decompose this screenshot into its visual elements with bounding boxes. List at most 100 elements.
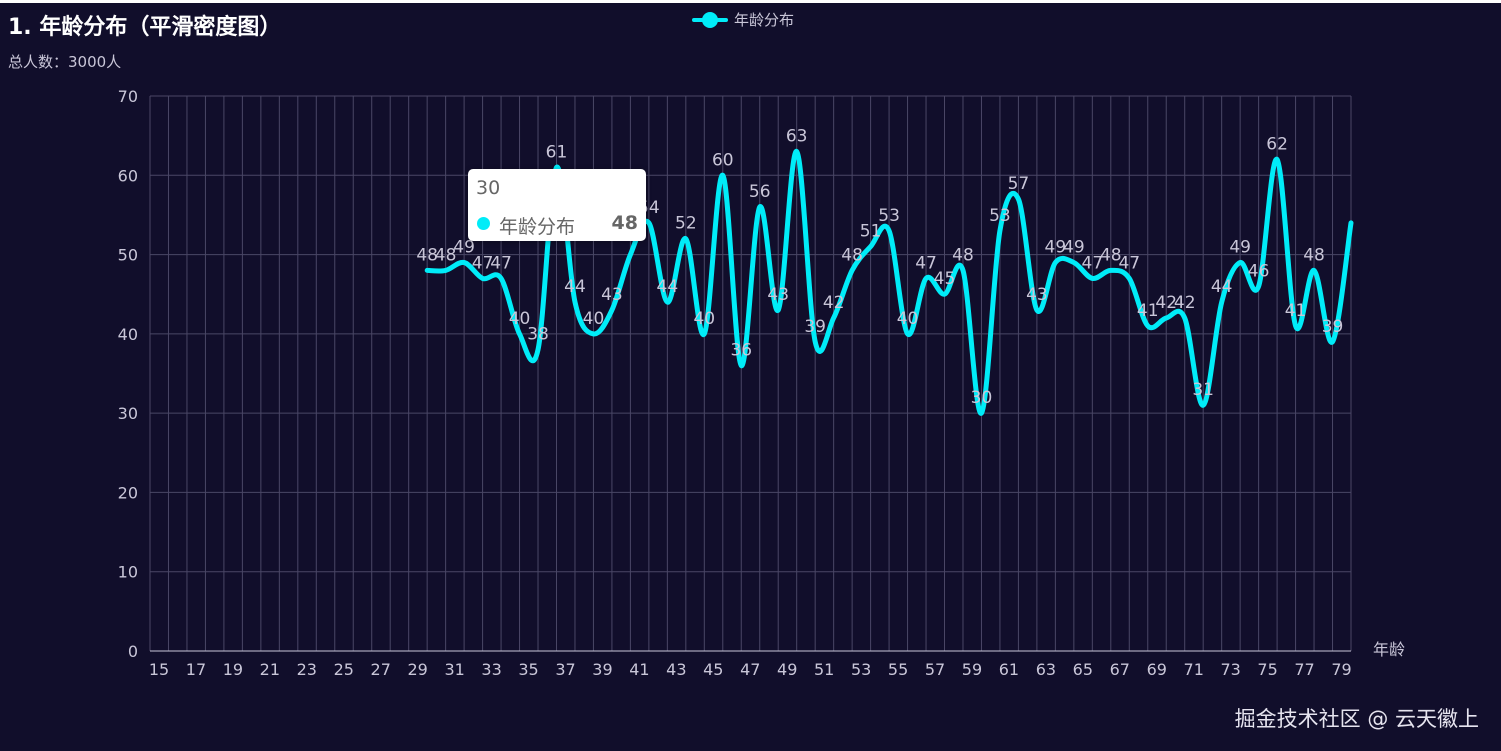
chart-subtitle: 总人数：3000人 — [8, 53, 122, 71]
data-label: 43 — [1026, 285, 1048, 305]
data-label: 31 — [1192, 380, 1214, 400]
data-label: 61 — [546, 142, 568, 162]
watermark: 掘金技术社区 @ 云天徽上 — [1234, 707, 1479, 731]
x-tick-label: 39 — [592, 660, 612, 679]
data-label: 53 — [989, 206, 1011, 226]
data-label: 40 — [897, 309, 919, 329]
tooltip-series-name: 年龄分布 — [499, 216, 576, 238]
x-tick-label: 71 — [1184, 660, 1204, 679]
x-axis-name: 年龄 — [1373, 640, 1405, 659]
data-label: 43 — [601, 285, 623, 305]
chart-container: 1. 年龄分布（平滑密度图） 总人数：3000人 年龄分布 0 10 20 30 40 5… — [0, 3, 1501, 751]
data-label: 52 — [675, 214, 697, 234]
y-tick-label: 70 — [118, 87, 138, 106]
data-label: 62 — [1266, 134, 1288, 154]
data-label: 44 — [1211, 277, 1233, 297]
x-tick-label: 63 — [1036, 660, 1056, 679]
data-label: 47 — [472, 253, 494, 273]
tooltip-value: 48 — [611, 212, 638, 234]
data-label: 47 — [915, 253, 937, 273]
data-label: 43 — [767, 285, 789, 305]
x-tick-label: 77 — [1294, 660, 1314, 679]
data-label: 42 — [1155, 293, 1177, 313]
data-label: 63 — [786, 127, 808, 147]
x-tick-label: 69 — [1147, 660, 1167, 679]
x-tick-label: 37 — [555, 660, 575, 679]
x-tick-label: 49 — [777, 660, 797, 679]
x-tick-label: 15 — [149, 660, 169, 679]
data-label: 40 — [583, 309, 605, 329]
data-label: 49 — [1045, 238, 1067, 258]
x-tick-label: 73 — [1220, 660, 1240, 679]
data-label: 38 — [527, 325, 549, 345]
data-label: 42 — [823, 293, 845, 313]
data-label: 47 — [1118, 253, 1140, 273]
series-line — [424, 148, 1354, 416]
x-tick-label: 61 — [999, 660, 1019, 679]
data-label: 49 — [453, 238, 475, 258]
x-tick-label: 25 — [334, 660, 354, 679]
data-label: 53 — [878, 206, 900, 226]
x-tick-label: 79 — [1331, 660, 1351, 679]
data-label: 46 — [1248, 261, 1270, 281]
data-label: 41 — [1137, 301, 1159, 321]
data-label: 39 — [1322, 317, 1344, 337]
x-tick-label: 41 — [629, 660, 649, 679]
x-tick-label: 29 — [407, 660, 427, 679]
data-label: 49 — [1229, 238, 1251, 258]
data-label: 48 — [1100, 245, 1122, 265]
data-label: 42 — [1174, 293, 1196, 313]
y-tick-label: 30 — [118, 404, 138, 423]
tooltip-series-dot-icon — [477, 217, 490, 230]
data-label: 47 — [490, 253, 512, 273]
x-tick-label: 31 — [444, 660, 464, 679]
x-tick-label: 53 — [851, 660, 871, 679]
y-tick-label: 20 — [118, 483, 138, 502]
data-label: 48 — [841, 245, 863, 265]
data-label: 41 — [1285, 301, 1307, 321]
x-tick-label: 23 — [297, 660, 317, 679]
data-label: 45 — [934, 269, 956, 289]
y-tick-label: 60 — [118, 166, 138, 185]
data-label: 48 — [1303, 245, 1325, 265]
data-label: 51 — [860, 222, 882, 242]
x-tick-label: 17 — [186, 660, 206, 679]
x-tick-label: 45 — [703, 660, 723, 679]
y-tick-label: 40 — [118, 325, 138, 344]
x-tick-label: 35 — [518, 660, 538, 679]
y-tick-label: 50 — [118, 246, 138, 265]
data-label: 44 — [657, 277, 679, 297]
data-label: 36 — [730, 341, 752, 361]
x-tick-label: 21 — [260, 660, 280, 679]
legend[interactable]: 年龄分布 — [692, 9, 794, 30]
legend-label: 年龄分布 — [734, 11, 795, 29]
data-label: 39 — [804, 317, 826, 337]
x-tick-label: 33 — [481, 660, 501, 679]
data-label: 49 — [1063, 238, 1085, 258]
tooltip-title: 30 — [476, 177, 501, 199]
line-chart[interactable]: 0 10 20 30 40 50 60 70 15 17 19 21 23 25 27 29 31 33 35 37 3… — [0, 6, 1501, 751]
y-tick-label: 10 — [118, 563, 138, 582]
data-label: 47 — [1082, 253, 1104, 273]
data-label: 48 — [952, 245, 974, 265]
x-tick-label: 43 — [666, 660, 686, 679]
x-tick-label: 65 — [1073, 660, 1093, 679]
x-tick-label: 57 — [925, 660, 945, 679]
x-tick-label: 59 — [962, 660, 982, 679]
data-label: 40 — [693, 309, 715, 329]
data-label: 40 — [509, 309, 531, 329]
x-tick-label: 27 — [371, 660, 391, 679]
data-label: 48 — [416, 245, 438, 265]
x-tick-label: 55 — [888, 660, 908, 679]
data-label: 30 — [971, 388, 993, 408]
x-tick-label: 75 — [1257, 660, 1277, 679]
data-label: 60 — [712, 150, 734, 170]
x-tick-label: 19 — [223, 660, 243, 679]
x-tick-label: 67 — [1110, 660, 1130, 679]
data-label: 48 — [435, 245, 457, 265]
y-tick-label: 0 — [128, 642, 138, 661]
data-label: 57 — [1008, 174, 1030, 194]
legend-line-marker-icon — [692, 11, 728, 28]
chart-title: 1. 年龄分布（平滑密度图） — [8, 15, 282, 40]
x-tick-label: 47 — [740, 660, 760, 679]
